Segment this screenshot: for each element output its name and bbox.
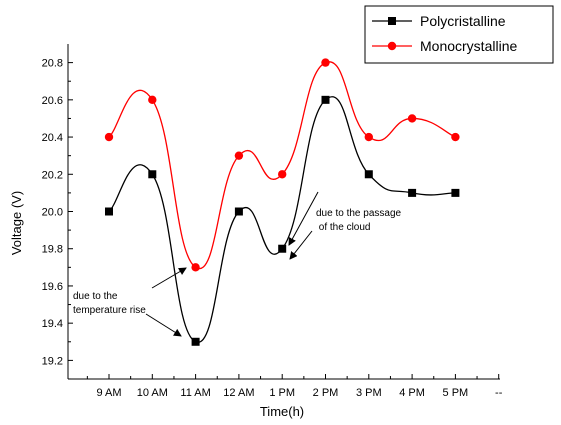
data-point-mono — [104, 132, 114, 142]
y-tick-label: 20.8 — [42, 58, 63, 70]
data-point-poly — [234, 207, 243, 216]
annotation-cloud-line-1: due to the passage — [316, 208, 402, 219]
x-tick-label: 3 PM — [356, 387, 382, 399]
data-point-poly — [321, 95, 330, 104]
annotation-cloud: due to the passage of the cloud — [288, 191, 402, 260]
data-point-mono — [234, 151, 244, 160]
data-point-poly — [105, 207, 113, 216]
series-line-poly — [108, 96, 456, 343]
y-tick-label: 20.2 — [42, 169, 63, 181]
annotation-temperature-arrow-2 — [145, 313, 182, 337]
x-tick-label: 11 AM — [180, 387, 210, 399]
y-tick-label: 19.8 — [42, 244, 63, 256]
annotation-temperature: due to the temperature rise — [73, 267, 187, 337]
y-tick-label: 19.2 — [42, 355, 63, 367]
data-point-poly — [451, 188, 460, 197]
data-point-poly — [191, 337, 200, 346]
x-tick-label: 1 PM — [269, 387, 295, 399]
y-tick-label: 20.0 — [42, 207, 63, 219]
annotation-temperature-line-2: temperature rise — [73, 305, 146, 316]
x-tick-label: 10 AM — [137, 387, 168, 399]
data-point-mono — [278, 170, 287, 179]
y-tick-label: 20.6 — [42, 95, 63, 107]
x-tick-label: 9 AM — [96, 387, 121, 399]
x-tick-label: 2 PM — [313, 387, 339, 399]
x-axis-label: Time(h) — [260, 404, 304, 419]
annotation-temperature-line-1: due to the — [73, 291, 118, 302]
data-point-mono — [451, 132, 460, 142]
legend-mono-label: Monocrystalline — [420, 38, 517, 54]
annotation-cloud-arrow-1 — [288, 191, 319, 246]
annotation-temperature-arrow-1 — [151, 267, 187, 289]
y-tick-label: 19.4 — [42, 318, 63, 330]
y-tick-label: 20.4 — [42, 132, 63, 144]
series-line-mono — [108, 61, 456, 270]
data-point-poly — [364, 170, 373, 179]
annotation-cloud-line-2: of the cloud — [316, 222, 370, 233]
x-tick-label: 5 PM — [443, 387, 469, 399]
data-point-poly — [408, 188, 417, 197]
data-point-mono — [148, 95, 157, 105]
data-point-mono — [364, 132, 373, 142]
legend-mono-marker — [387, 41, 397, 51]
y-axis-label: Voltage (V) — [9, 191, 24, 255]
legend: Polycristalline Monocrystalline — [364, 5, 554, 64]
data-point-mono — [191, 263, 200, 272]
x-tick-label: 4 PM — [399, 387, 425, 399]
data-point-mono — [407, 114, 417, 123]
legend-poly-label: Polycristalline — [420, 13, 506, 29]
data-point-poly — [278, 244, 287, 253]
data-point-poly — [148, 170, 157, 179]
data-point-mono — [321, 58, 330, 67]
legend-poly-marker — [388, 17, 396, 25]
y-tick-label: 19.6 — [42, 281, 63, 293]
legend-box — [364, 5, 554, 64]
annotation-cloud-arrow-2 — [289, 230, 313, 260]
x-tick-label-extra: -- — [495, 387, 503, 399]
x-tick-label: 12 AM — [223, 387, 254, 399]
